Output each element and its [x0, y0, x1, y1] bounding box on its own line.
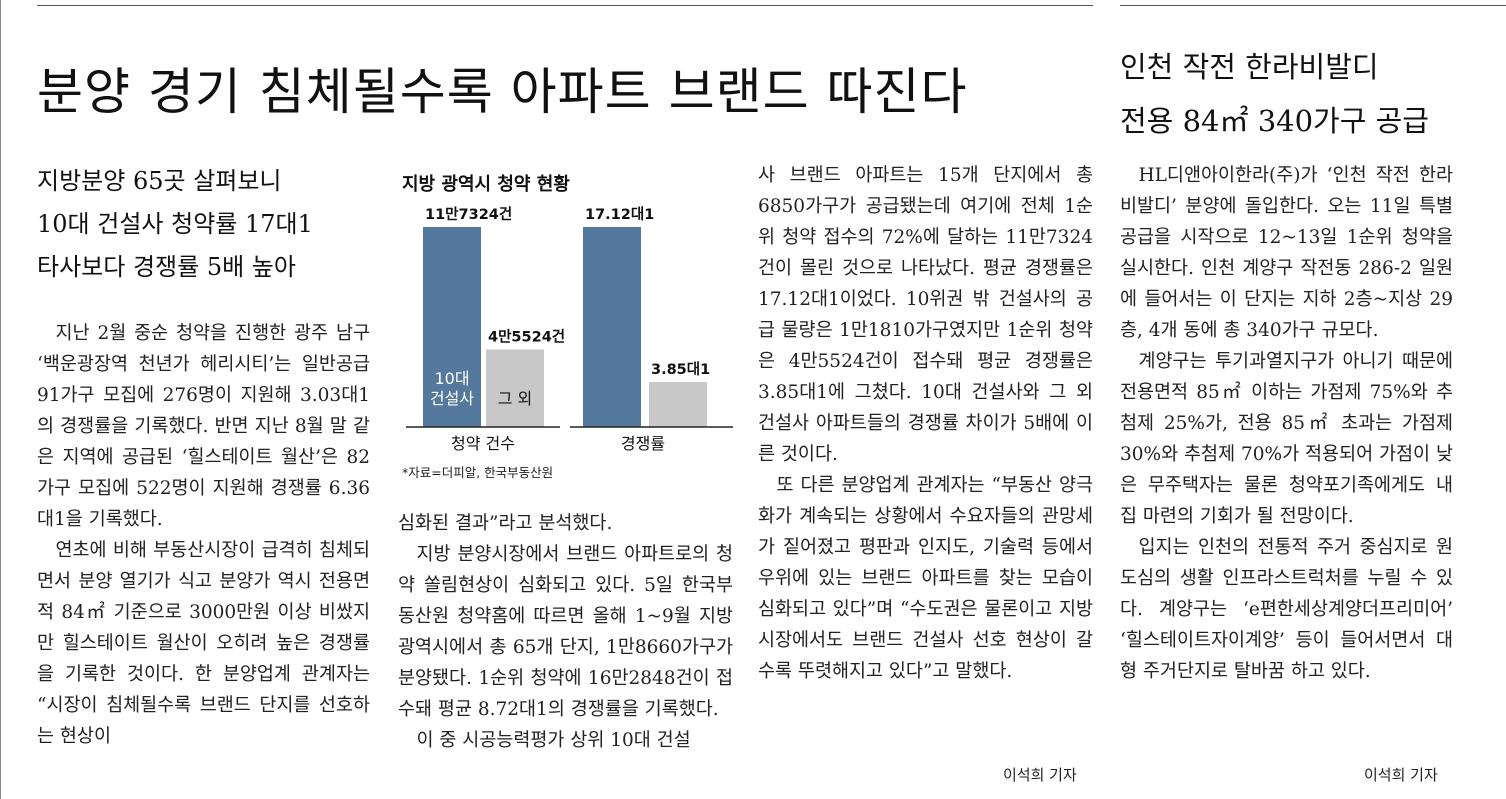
- chart-bar: [583, 227, 641, 427]
- article-column-3: 사 브랜드 아파트는 15개 단지에서 총 6850가구가 공급됐는데 여기에 …: [758, 160, 1093, 687]
- chart-series-label: 그 외: [498, 389, 533, 408]
- top-rule-main: [37, 5, 1093, 6]
- headline: 분양 경기 침체될수록 아파트 브랜드 따진다: [37, 63, 968, 121]
- byline-side: 이석희 기자: [1364, 766, 1438, 784]
- top-rule-side: [1120, 5, 1506, 6]
- subheadline-line: 10대 건설사 청약률 17대1: [37, 210, 313, 238]
- paragraph: 계양구는 투기과열지구가 아니기 때문에 전용면적 85㎡ 이하는 가점제 75…: [1120, 351, 1453, 527]
- chart-value-label: 4만5524건: [488, 328, 565, 345]
- side-headline-line2: 전용 84㎡ 340가구 공급: [1120, 104, 1429, 138]
- chart-series-label: 건설사: [430, 389, 474, 408]
- article-column-2: 심화된 결과”라고 분석했다. 지방 분양시장에서 브랜드 아파트로의 청약 쏠…: [398, 508, 733, 756]
- paragraph: 또 다른 분양업계 관계자는 “부동산 양극화가 계속되는 상황에서 수요자들의…: [758, 475, 1093, 682]
- chart-bar: [649, 382, 707, 427]
- paragraph: 사 브랜드 아파트는 15개 단지에서 총 6850가구가 공급됐는데 여기에 …: [758, 165, 1093, 465]
- left-border: [0, 0, 1, 799]
- paragraph: HL디앤아이한라(주)가 ‘인천 작전 한라비발디’ 분양에 돌입한다. 오는 …: [1120, 165, 1453, 341]
- chart-value-label: 17.12대1: [585, 206, 654, 223]
- chart-series-label: 10대: [434, 369, 469, 388]
- subheadline: 지방분양 65곳 살펴보니 10대 건설사 청약률 17대1 타사보다 경쟁률 …: [37, 160, 367, 289]
- paragraph: 이 중 시공능력평가 상위 10대 건설: [416, 730, 691, 751]
- byline-main: 이석희 기자: [1003, 766, 1077, 784]
- chart-value-label: 11만7324건: [425, 206, 512, 223]
- paragraph: 지난 2월 중순 청약을 진행한 광주 남구 ‘백운광장역 천년가 헤리시티’는…: [37, 323, 370, 530]
- side-headline-line1: 인천 작전 한라비발디: [1120, 50, 1379, 84]
- paragraph: 지방 분양시장에서 브랜드 아파트로의 청약 쏠림현상이 심화되고 있다. 5일…: [398, 544, 733, 720]
- chart-title: 지방 광역시 청약 현황: [402, 174, 570, 195]
- paragraph: 입지는 인천의 전통적 주거 중심지로 원도심의 생활 인프라스트럭처를 누릴 …: [1120, 537, 1453, 682]
- article-column-1: 지난 2월 중순 청약을 진행한 광주 남구 ‘백운광장역 천년가 헤리시티’는…: [37, 318, 370, 752]
- subheadline-line: 타사보다 경쟁률 5배 높아: [37, 253, 296, 281]
- paragraph: 심화된 결과”라고 분석했다.: [398, 513, 613, 534]
- chart-bar: [423, 227, 481, 427]
- chart-category-label: 경쟁률: [621, 434, 665, 453]
- chart-category-label: 청약 건수: [451, 434, 515, 453]
- chart-bar: [486, 349, 544, 427]
- subheadline-line: 지방분양 65곳 살펴보니: [37, 167, 282, 195]
- side-article-body: HL디앤아이한라(주)가 ‘인천 작전 한라비발디’ 분양에 돌입한다. 오는 …: [1120, 160, 1453, 687]
- chart-value-label: 3.85대1: [651, 361, 710, 378]
- paragraph: 연초에 비해 부동산시장이 급격히 침체되면서 분양 열기가 식고 분양가 역시…: [37, 540, 370, 747]
- chart-source: *자료=더피알, 한국부동산원: [402, 465, 554, 480]
